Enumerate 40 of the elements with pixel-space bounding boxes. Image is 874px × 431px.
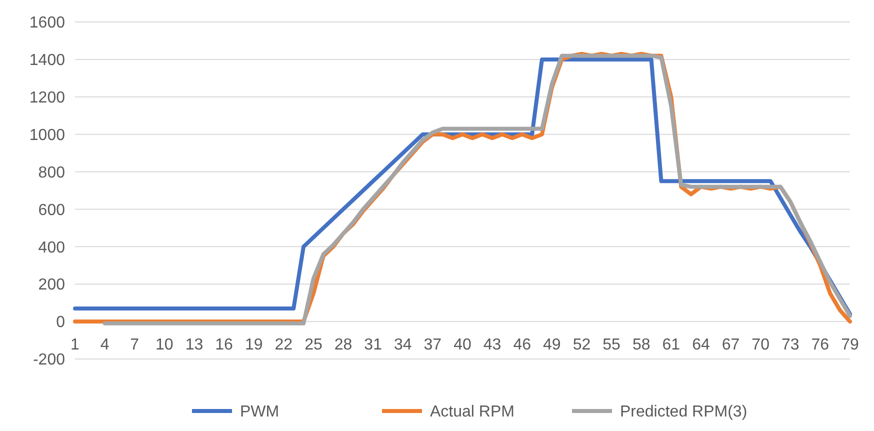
- x-tick-label: 4: [100, 336, 110, 354]
- y-tick-label: 1400: [29, 52, 66, 70]
- legend-label: PWM: [240, 404, 280, 421]
- x-tick-label: 76: [811, 336, 830, 354]
- x-tick-label: 55: [602, 336, 621, 354]
- x-tick-label: 79: [841, 336, 859, 354]
- y-tick-label: 200: [38, 276, 66, 294]
- x-tick-label: 25: [304, 336, 322, 354]
- legend-label: Actual RPM: [430, 404, 514, 421]
- x-tick-label: 22: [274, 336, 293, 354]
- x-tick-label: 37: [424, 336, 442, 354]
- x-tick-label: 28: [334, 336, 352, 354]
- y-tick-label: 1600: [29, 14, 66, 32]
- x-tick-label: 13: [185, 336, 204, 354]
- y-tick-label: 400: [38, 239, 66, 256]
- y-tick-label: 0: [56, 314, 66, 332]
- x-tick-label: 10: [156, 336, 174, 354]
- x-tick-label: 73: [781, 336, 800, 354]
- x-tick-label: 67: [722, 336, 740, 354]
- x-tick-label: 64: [692, 336, 710, 354]
- legend-label: Predicted RPM(3): [620, 404, 748, 421]
- y-tick-label: 600: [38, 202, 66, 219]
- x-tick-label: 43: [483, 336, 502, 354]
- x-tick-label: 40: [454, 336, 472, 354]
- x-tick-label: 61: [662, 336, 680, 354]
- x-tick-label: 31: [364, 336, 382, 354]
- x-tick-label: 52: [572, 336, 591, 354]
- x-tick-label: 19: [244, 336, 263, 354]
- x-tick-label: 70: [752, 336, 770, 354]
- x-tick-label: 49: [543, 336, 561, 354]
- y-tick-label: 800: [38, 164, 66, 182]
- y-tick-label: -200: [32, 352, 66, 369]
- x-tick-label: 34: [394, 336, 412, 354]
- x-tick-label: 16: [215, 336, 234, 354]
- x-tick-label: 58: [632, 336, 650, 354]
- x-tick-label: 46: [513, 336, 532, 354]
- x-tick-label: 7: [130, 336, 140, 354]
- x-tick-label: 1: [70, 336, 80, 354]
- y-tick-label: 1200: [29, 89, 66, 106]
- y-tick-label: 1000: [29, 126, 66, 144]
